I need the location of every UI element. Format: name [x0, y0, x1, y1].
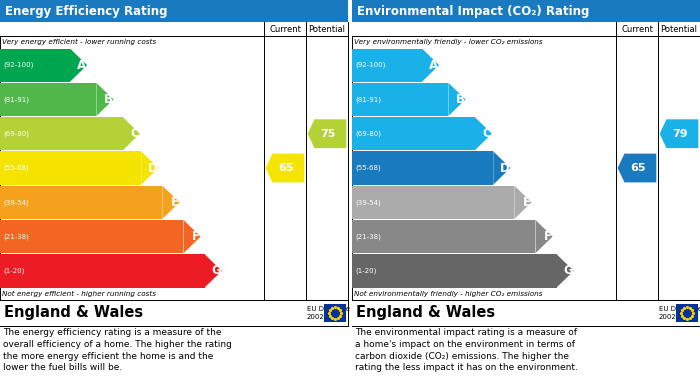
Bar	[0, 254, 204, 287]
Bar	[352, 83, 449, 116]
Text: Not energy efficient - higher running costs: Not energy efficient - higher running co…	[2, 291, 156, 297]
Text: (55-68): (55-68)	[3, 165, 29, 171]
Text: (1-20): (1-20)	[355, 267, 377, 274]
Text: The energy efficiency rating is a measure of the
overall efficiency of a home. T: The energy efficiency rating is a measur…	[3, 328, 232, 372]
Text: F: F	[192, 230, 199, 243]
Polygon shape	[97, 83, 113, 116]
Text: B: B	[104, 93, 113, 106]
Polygon shape	[70, 48, 87, 82]
Text: 65: 65	[630, 163, 645, 173]
Text: C: C	[482, 127, 491, 140]
Bar	[0, 0, 348, 22]
Bar	[352, 220, 536, 253]
Text: (92-100): (92-100)	[355, 62, 386, 68]
Polygon shape	[449, 83, 466, 116]
Text: G: G	[563, 264, 573, 277]
Text: Current: Current	[269, 25, 301, 34]
Polygon shape	[266, 154, 304, 182]
Text: 2002/91/EC: 2002/91/EC	[307, 314, 348, 320]
Text: Very environmentally friendly - lower CO₂ emissions: Very environmentally friendly - lower CO…	[354, 39, 542, 45]
Text: Energy Efficiency Rating: Energy Efficiency Rating	[5, 5, 167, 18]
Bar	[0, 300, 348, 326]
Text: EU Directive: EU Directive	[659, 306, 700, 312]
Text: (69-80): (69-80)	[3, 131, 29, 137]
Text: D: D	[148, 161, 158, 174]
Text: Very energy efficient - lower running costs: Very energy efficient - lower running co…	[2, 39, 156, 45]
Text: EU Directive: EU Directive	[307, 306, 350, 312]
Text: 79: 79	[672, 129, 688, 139]
Text: (92-100): (92-100)	[3, 62, 34, 68]
Bar	[352, 48, 422, 82]
Bar	[352, 22, 700, 36]
Polygon shape	[494, 151, 510, 185]
Text: (39-54): (39-54)	[3, 199, 29, 206]
Text: (55-68): (55-68)	[355, 165, 381, 171]
Text: Potential: Potential	[661, 25, 697, 34]
Text: England & Wales: England & Wales	[4, 305, 143, 321]
Polygon shape	[141, 151, 158, 185]
Text: B: B	[456, 93, 465, 106]
Bar	[0, 151, 141, 185]
Text: C: C	[130, 127, 139, 140]
Bar	[0, 220, 183, 253]
Bar	[0, 22, 348, 326]
Text: G: G	[211, 264, 220, 277]
Bar	[0, 48, 70, 82]
Text: (21-38): (21-38)	[355, 233, 381, 240]
Text: (39-54): (39-54)	[355, 199, 381, 206]
Text: F: F	[544, 230, 552, 243]
Text: E: E	[171, 196, 178, 209]
Text: 75: 75	[321, 129, 336, 139]
Text: D: D	[500, 161, 510, 174]
Bar	[324, 304, 346, 322]
Bar	[0, 117, 122, 151]
Polygon shape	[204, 254, 222, 287]
Text: Environmental Impact (CO₂) Rating: Environmental Impact (CO₂) Rating	[357, 5, 589, 18]
Bar	[352, 300, 700, 326]
Text: 65: 65	[278, 163, 294, 173]
Polygon shape	[617, 154, 657, 182]
Bar	[0, 186, 162, 219]
Bar	[352, 0, 700, 22]
Polygon shape	[514, 186, 531, 219]
Polygon shape	[183, 220, 201, 253]
Text: (1-20): (1-20)	[3, 267, 25, 274]
Text: 2002/91/EC: 2002/91/EC	[659, 314, 699, 320]
Polygon shape	[308, 119, 346, 148]
Bar	[352, 254, 556, 287]
Polygon shape	[556, 254, 574, 287]
Text: E: E	[522, 196, 531, 209]
Bar	[676, 304, 698, 322]
Text: A: A	[429, 59, 438, 72]
Text: A: A	[77, 59, 86, 72]
Polygon shape	[422, 48, 439, 82]
Bar	[352, 186, 514, 219]
Text: (69-80): (69-80)	[355, 131, 381, 137]
Polygon shape	[659, 119, 699, 148]
Polygon shape	[162, 186, 179, 219]
Text: The environmental impact rating is a measure of
a home's impact on the environme: The environmental impact rating is a mea…	[355, 328, 578, 372]
Bar	[352, 117, 475, 151]
Text: England & Wales: England & Wales	[356, 305, 495, 321]
Text: Not environmentally friendly - higher CO₂ emissions: Not environmentally friendly - higher CO…	[354, 291, 542, 297]
Polygon shape	[475, 117, 492, 151]
Text: (81-91): (81-91)	[355, 96, 381, 103]
Text: (81-91): (81-91)	[3, 96, 29, 103]
Bar	[0, 83, 97, 116]
Polygon shape	[122, 117, 140, 151]
Polygon shape	[536, 220, 552, 253]
Bar	[352, 151, 494, 185]
Bar	[352, 22, 700, 326]
Bar	[0, 22, 348, 36]
Text: Current: Current	[621, 25, 653, 34]
Text: (21-38): (21-38)	[3, 233, 29, 240]
Text: Potential: Potential	[309, 25, 346, 34]
